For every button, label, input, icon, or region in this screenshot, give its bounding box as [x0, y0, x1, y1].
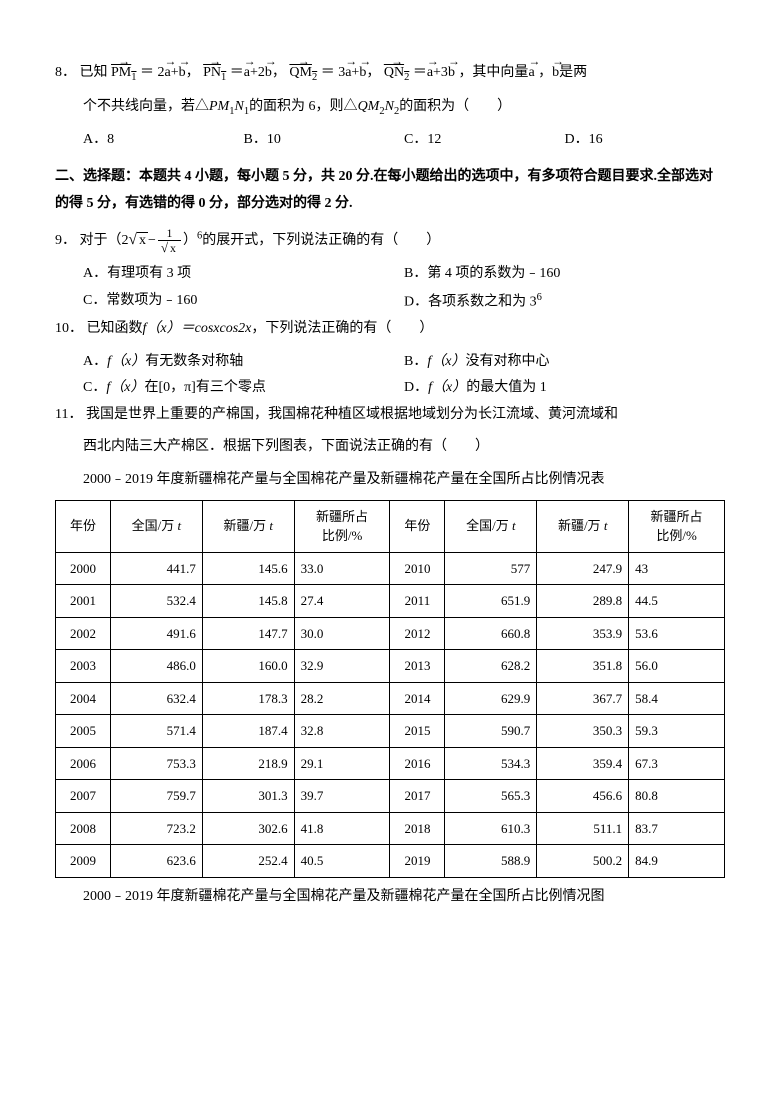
col-xinjiang: 新疆/万 t: [202, 500, 294, 552]
q8-text: 已知: [80, 65, 108, 80]
choice-a: A．8: [83, 127, 244, 154]
choice-d: D．f（x）的最大值为 1: [404, 375, 725, 402]
question-11: 11． 我国是世界上重要的产棉国，我国棉花种植区域根据地域划分为长江流域、黄河流…: [55, 402, 725, 429]
col-ratio2: 新疆所占比例/%: [629, 500, 725, 552]
choice-d: D．各项系数之和为 36: [404, 288, 725, 316]
vector-pm1: PM1: [111, 60, 136, 88]
q9-number: 9．: [55, 233, 76, 248]
question-9: 9． 对于（2√x−1√x）6的展开式，下列说法正确的有（ ）: [55, 225, 725, 255]
table-row: 2001532.4145.827.42011651.9289.844.5: [56, 585, 725, 618]
table-row: 2005571.4187.432.82015590.7350.359.3: [56, 715, 725, 748]
table-row: 2007759.7301.339.72017565.3456.680.8: [56, 780, 725, 813]
choice-b: B．f（x）没有对称中心: [404, 349, 725, 376]
choice-b: B．第 4 项的系数为﹣160: [404, 261, 725, 288]
cotton-table: 年份 全国/万 t 新疆/万 t 新疆所占比例/% 年份 全国/万 t 新疆/万…: [55, 500, 725, 878]
choice-a: A．有理项有 3 项: [83, 261, 404, 288]
choice-b: B．10: [244, 127, 405, 154]
col-national: 全国/万 t: [110, 500, 202, 552]
question-8: 8． 已知 PM1 ＝ 2a+b， PN1 ＝a+2b， QM2 ＝ 3a+b，…: [55, 60, 725, 88]
q11-number: 11．: [55, 407, 82, 422]
q9-choices-row2: C．常数项为﹣160 D．各项系数之和为 36: [55, 288, 725, 316]
col-national2: 全国/万 t: [445, 500, 537, 552]
choice-d: D．16: [565, 127, 726, 154]
table-row: 2009623.6252.440.52019588.9500.284.9: [56, 845, 725, 878]
table-caption: 2000﹣2019 年度新疆棉花产量与全国棉花产量及新疆棉花产量在全国所占比例情…: [55, 467, 725, 494]
table-row: 2006753.3218.929.12016534.3359.467.3: [56, 747, 725, 780]
table-row: 2004632.4178.328.22014629.9367.758.4: [56, 682, 725, 715]
col-year: 年份: [56, 500, 111, 552]
choice-c: C．常数项为﹣160: [83, 288, 404, 316]
choice-c: C．12: [404, 127, 565, 154]
choice-a: A．f（x）有无数条对称轴: [83, 349, 404, 376]
section-2-title: 二、选择题：本题共 4 小题，每小题 5 分，共 20 分.在每小题给出的选项中…: [55, 164, 725, 217]
vector-qn2: QN2: [384, 60, 409, 88]
table-row: 2002491.6147.730.02012660.8353.953.6: [56, 617, 725, 650]
q8-number: 8．: [55, 65, 76, 80]
q8-choices: A．8 B．10 C．12 D．16: [55, 127, 725, 154]
col-year2: 年份: [390, 500, 445, 552]
vector-a: a: [164, 60, 170, 87]
col-xinjiang2: 新疆/万 t: [537, 500, 629, 552]
table-row: 2003486.0160.032.92013628.2351.856.0: [56, 650, 725, 683]
question-10: 10． 已知函数f（x）＝cosxcos2x，下列说法正确的有（ ）: [55, 316, 725, 343]
choice-c: C．f（x）在[0，π]有三个零点: [83, 375, 404, 402]
chart-caption: 2000﹣2019 年度新疆棉花产量与全国棉花产量及新疆棉花产量在全国所占比例情…: [55, 884, 725, 911]
fraction: 1√x: [158, 227, 181, 255]
vector-b: b: [179, 60, 186, 87]
table-header-row: 年份 全国/万 t 新疆/万 t 新疆所占比例/% 年份 全国/万 t 新疆/万…: [56, 500, 725, 552]
q8-line2: 个不共线向量，若△PM1N1的面积为 6，则△QM2N2的面积为（ ）: [55, 94, 725, 122]
q9-choices-row1: A．有理项有 3 项 B．第 4 项的系数为﹣160: [55, 261, 725, 288]
q10-choices-row2: C．f（x）在[0，π]有三个零点 D．f（x）的最大值为 1: [55, 375, 725, 402]
table-row: 2008723.2302.641.82018610.3511.183.7: [56, 812, 725, 845]
q11-line2: 西北内陆三大产棉区．根据下列图表，下面说法正确的有（ ）: [55, 434, 725, 461]
col-ratio: 新疆所占比例/%: [294, 500, 390, 552]
table-row: 2000441.7145.633.02010577247.943: [56, 552, 725, 585]
q10-number: 10．: [55, 321, 83, 336]
vector-qm2: QM2: [289, 60, 317, 88]
q10-choices-row1: A．f（x）有无数条对称轴 B．f（x）没有对称中心: [55, 349, 725, 376]
vector-pn1: PN1: [203, 60, 226, 88]
